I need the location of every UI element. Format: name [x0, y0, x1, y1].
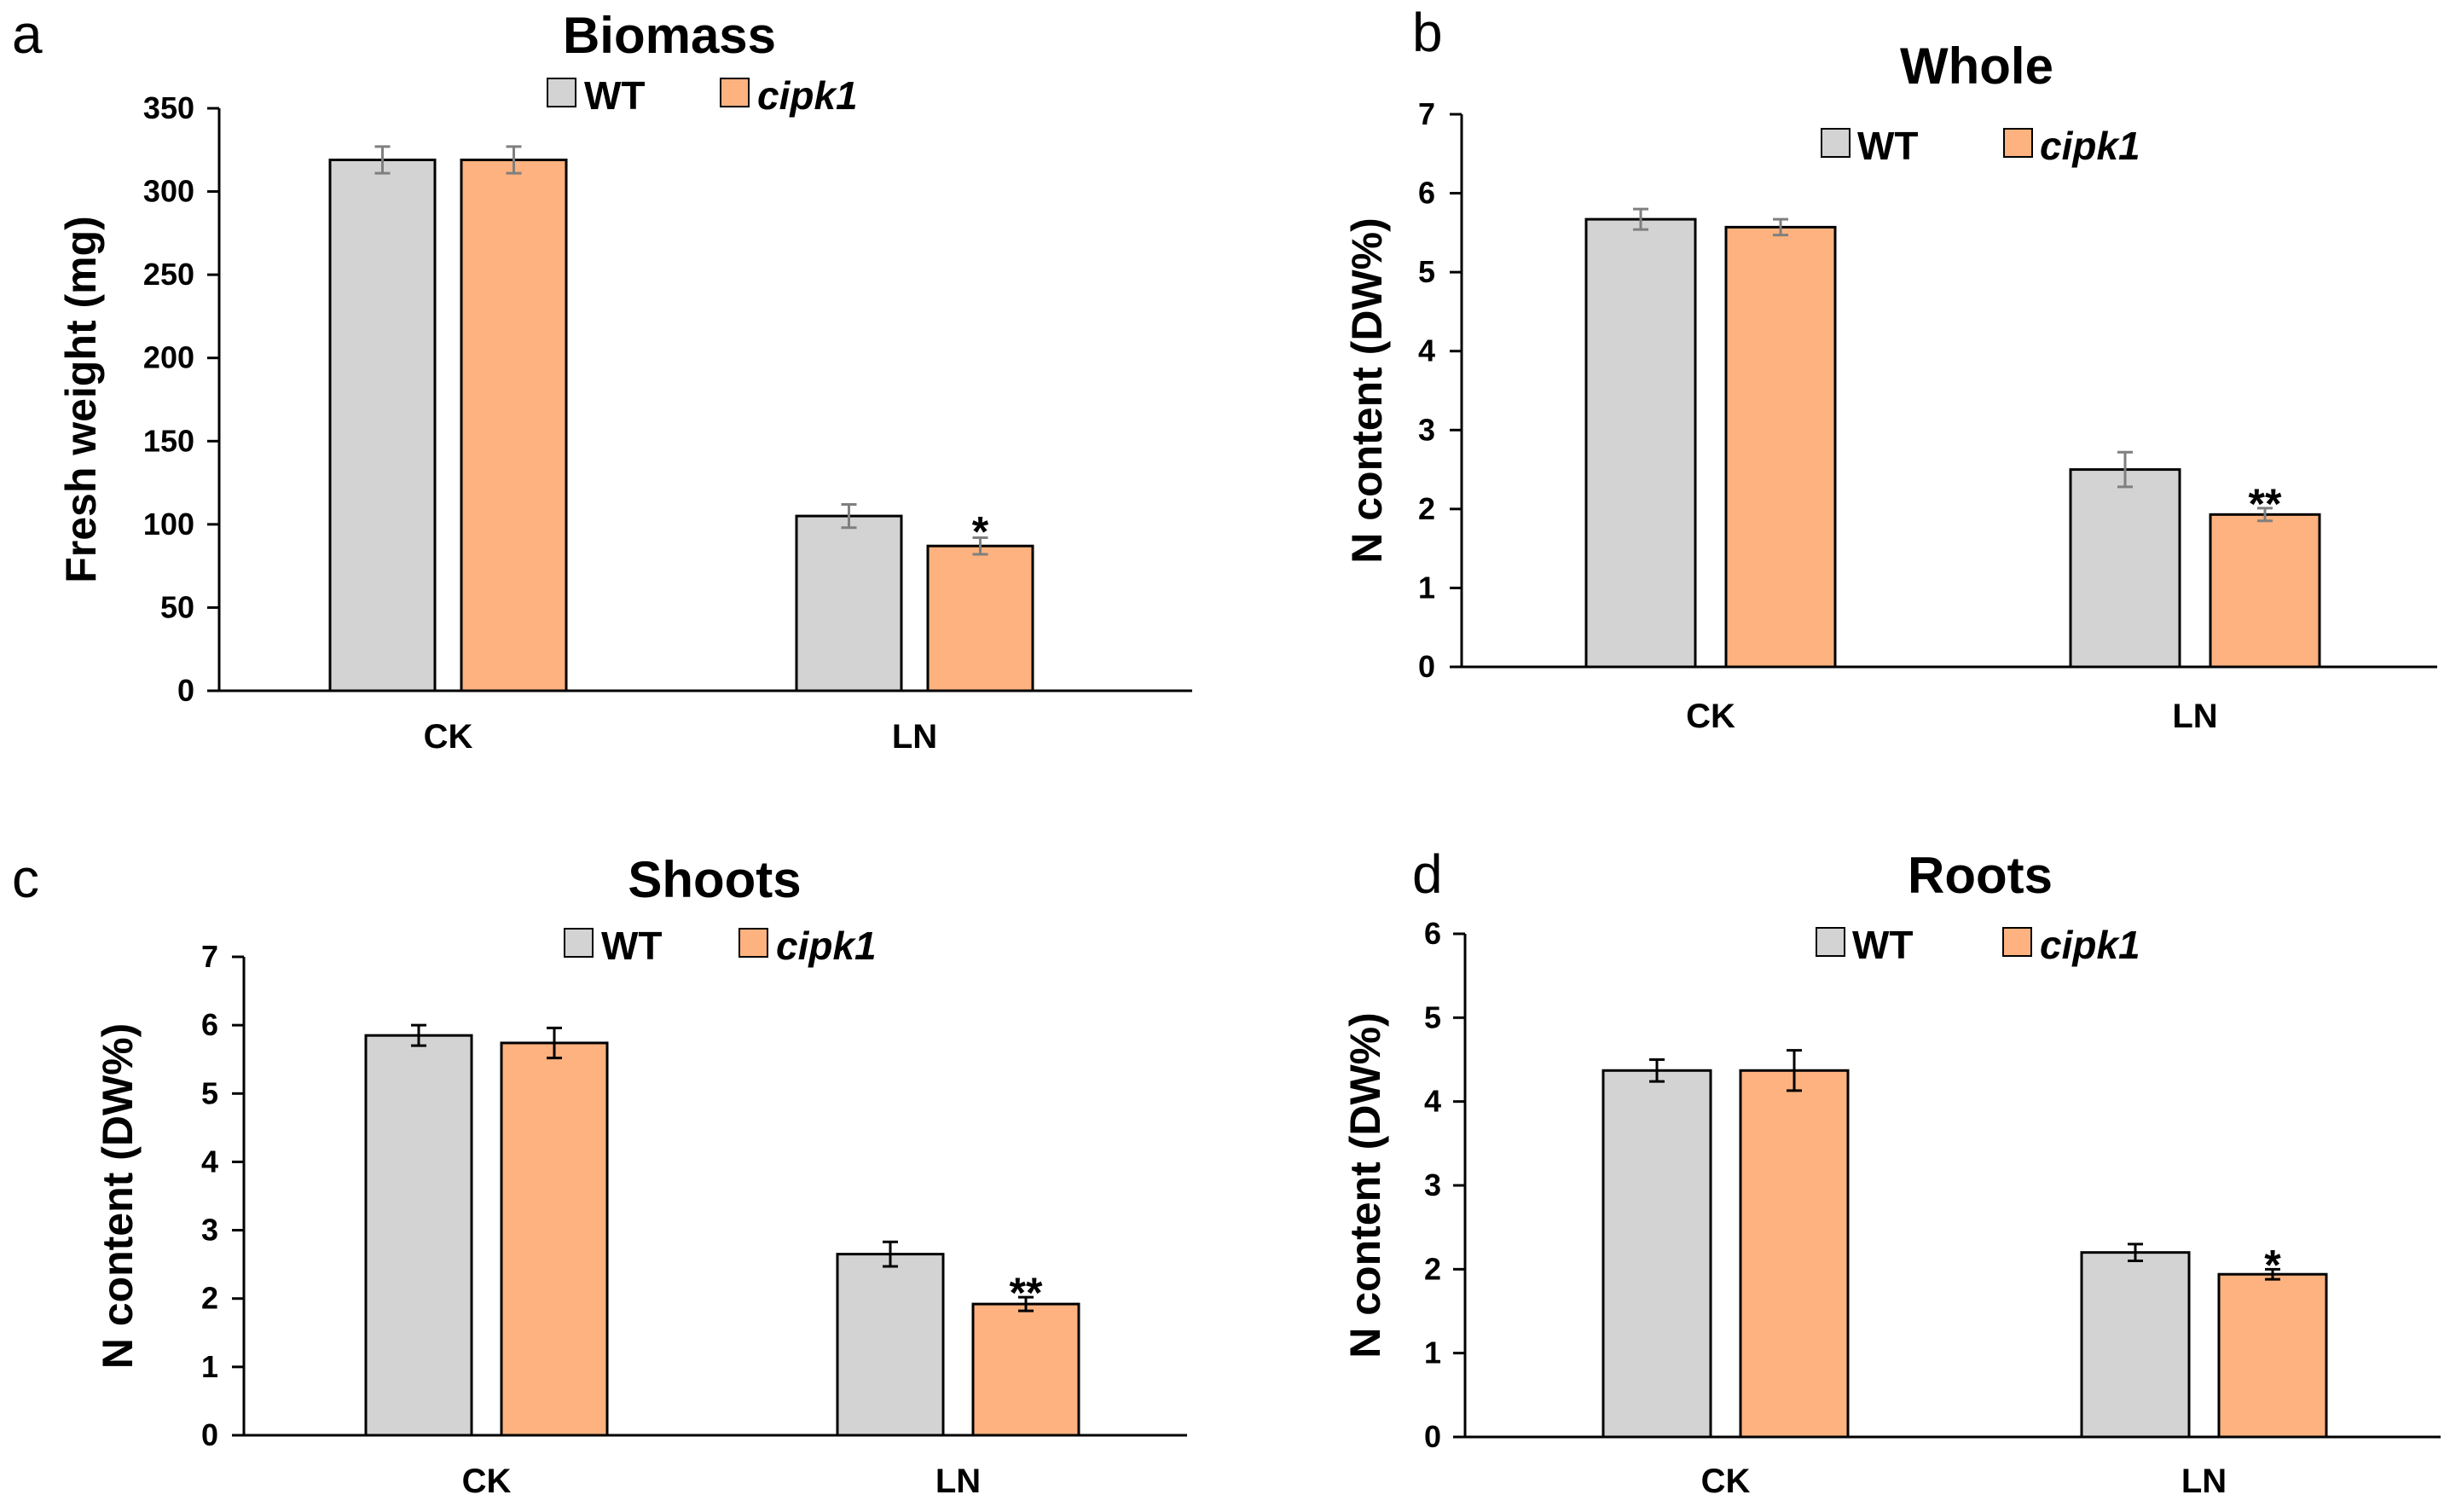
legend-label-cipk1: cipk1: [2040, 124, 2140, 168]
y-tick-label: 7: [201, 939, 218, 974]
chart-title: Whole: [1900, 38, 2053, 95]
bar-wt-ck: [328, 158, 437, 692]
y-tick-label: 6: [1424, 916, 1441, 951]
legend-swatch-wt: [547, 78, 576, 107]
x-category-label: LN: [2181, 1463, 2227, 1500]
panel-letter: a: [12, 3, 43, 65]
y-axis-title: N content (DW%): [94, 1023, 142, 1370]
legend-swatch-cipk1: [720, 78, 750, 107]
y-tick-label: 100: [143, 507, 194, 542]
bar-wt-ln: [2069, 468, 2181, 669]
y-tick-label: 150: [143, 423, 194, 458]
bar-cipk1-ln: [971, 1302, 1080, 1437]
y-tick-label: 350: [143, 90, 194, 125]
legend-label-wt: WT: [1852, 923, 1914, 967]
bar-wt-ln: [836, 1253, 945, 1437]
bar-cipk1-ck: [500, 1041, 609, 1437]
legend-label-cipk1: cipk1: [776, 924, 877, 968]
y-tick-label: 6: [1418, 176, 1435, 211]
chart-title: Biomass: [563, 7, 776, 64]
y-tick-label: 0: [201, 1417, 218, 1452]
x-category-label: LN: [935, 1463, 981, 1500]
y-tick-label: 0: [1424, 1419, 1441, 1454]
bar-cipk1-ln: [2217, 1272, 2328, 1439]
y-axis-title: Fresh weight (mg): [57, 216, 105, 583]
legend-label-wt: WT: [601, 924, 663, 968]
bar-cipk1-ln: [926, 544, 1034, 692]
bar-cipk1-ln: [2209, 513, 2321, 669]
bar-wt-ck: [1601, 1069, 1712, 1439]
y-tick-label: 50: [160, 589, 194, 624]
significance-label: **: [2249, 480, 2282, 528]
y-tick-label: 300: [143, 174, 194, 209]
panel-b: b Whole N content (DW%) 0 1 2 3 4 5 6 7 CK ** LN WT cip…: [1343, 2, 2437, 735]
y-tick-label: 0: [1418, 649, 1435, 684]
x-category-label: CK: [1686, 698, 1735, 735]
y-tick-label: 1: [201, 1349, 218, 1384]
y-tick-label: 3: [201, 1213, 218, 1248]
bar-wt-ck: [364, 1034, 473, 1437]
y-tick-label: 3: [1418, 412, 1435, 447]
significance-label: *: [972, 507, 989, 555]
y-tick-label: 1: [1418, 570, 1435, 605]
panel-d: d Roots N content (DW%) 0 1 2 3 4 5 6 CK * LN WT cipk1: [1341, 843, 2441, 1500]
y-tick-label: 4: [1424, 1084, 1441, 1119]
y-tick-label: 2: [1418, 491, 1435, 526]
legend-label-cipk1: cipk1: [2040, 923, 2140, 967]
panel-letter: d: [1412, 843, 1443, 905]
legend-swatch-wt: [1821, 128, 1851, 158]
chart-title: Shoots: [628, 851, 801, 908]
x-category-label: LN: [892, 718, 937, 756]
x-category-label: CK: [462, 1463, 512, 1500]
y-tick-label: 0: [177, 673, 194, 708]
x-category-label: CK: [424, 718, 473, 756]
significance-label: **: [1010, 1269, 1043, 1317]
x-category-label: CK: [1701, 1463, 1751, 1500]
panel-c: c Shoots N content (DW%) 0 1 2 3 4 5 6 7 CK ** LN WT ci…: [12, 848, 1187, 1500]
legend-swatch-wt: [1816, 927, 1845, 957]
chart-title: Roots: [1908, 847, 2053, 904]
y-tick-label: 2: [1424, 1251, 1441, 1286]
legend-label-wt: WT: [1857, 124, 1919, 168]
bar-wt-ln: [2080, 1251, 2191, 1439]
y-tick-label: 3: [1424, 1167, 1441, 1202]
panel-letter: b: [1412, 2, 1443, 63]
y-axis-title: N content (DW%): [1343, 217, 1391, 564]
y-tick-label: 5: [1424, 999, 1441, 1034]
bar-cipk1-ck: [1724, 225, 1837, 669]
y-tick-label: 7: [1418, 96, 1435, 131]
legend-swatch-cipk1: [738, 928, 768, 958]
y-axis-title: N content (DW%): [1341, 1012, 1389, 1358]
y-tick-label: 5: [1418, 254, 1435, 289]
legend-swatch-wt: [564, 928, 594, 958]
y-tick-label: 1: [1424, 1335, 1441, 1370]
y-tick-label: 200: [143, 340, 194, 375]
bar-wt-ck: [1584, 217, 1697, 669]
y-tick-label: 250: [143, 257, 194, 292]
y-tick-label: 4: [1418, 333, 1435, 368]
y-tick-label: 5: [201, 1075, 218, 1110]
legend-label-cipk1: cipk1: [757, 73, 858, 118]
bar-wt-ln: [795, 514, 903, 692]
y-tick-label: 2: [201, 1281, 218, 1316]
y-tick-label: 4: [201, 1144, 218, 1179]
legend-swatch-cipk1: [2003, 128, 2033, 158]
panel-a: a Biomass Fresh weight (mg) 0 50 100 150 200 250…: [12, 3, 1192, 756]
x-category-label: LN: [2172, 698, 2217, 735]
significance-label: *: [2264, 1241, 2281, 1289]
bar-cipk1-ck: [1739, 1069, 1850, 1439]
bar-cipk1-ck: [460, 158, 568, 692]
panel-letter: c: [12, 848, 39, 909]
legend-label-wt: WT: [584, 73, 646, 118]
legend-swatch-cipk1: [2002, 927, 2032, 957]
y-tick-label: 6: [201, 1007, 218, 1042]
